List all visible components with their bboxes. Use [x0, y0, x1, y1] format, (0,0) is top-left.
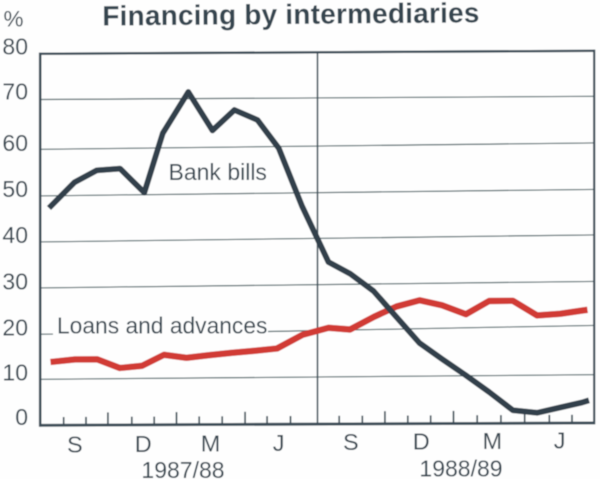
svg-text:S: S — [67, 431, 83, 457]
svg-text:M: M — [483, 428, 503, 454]
svg-text:10: 10 — [2, 359, 28, 385]
svg-text:60: 60 — [2, 130, 28, 156]
svg-text:70: 70 — [2, 78, 28, 104]
svg-text:1987/88: 1987/88 — [141, 457, 224, 479]
svg-text:J: J — [273, 430, 285, 456]
svg-text:D: D — [135, 431, 152, 457]
svg-text:80: 80 — [2, 34, 28, 60]
svg-text:D: D — [413, 429, 430, 455]
svg-text:M: M — [201, 430, 221, 456]
svg-text:Bank bills: Bank bills — [169, 159, 267, 185]
svg-text:J: J — [554, 427, 566, 453]
svg-text:1988/89: 1988/89 — [419, 455, 502, 479]
svg-text:S: S — [343, 429, 359, 455]
svg-text:20: 20 — [2, 314, 28, 340]
svg-text:Loans and advances: Loans and advances — [57, 313, 267, 339]
svg-text:30: 30 — [2, 268, 28, 294]
svg-text:50: 50 — [2, 176, 28, 202]
svg-text:40: 40 — [2, 222, 28, 248]
svg-text:%: % — [4, 6, 24, 31]
svg-text:0: 0 — [15, 404, 28, 430]
svg-text:Financing by intermediaries: Financing by intermediaries — [102, 0, 480, 32]
